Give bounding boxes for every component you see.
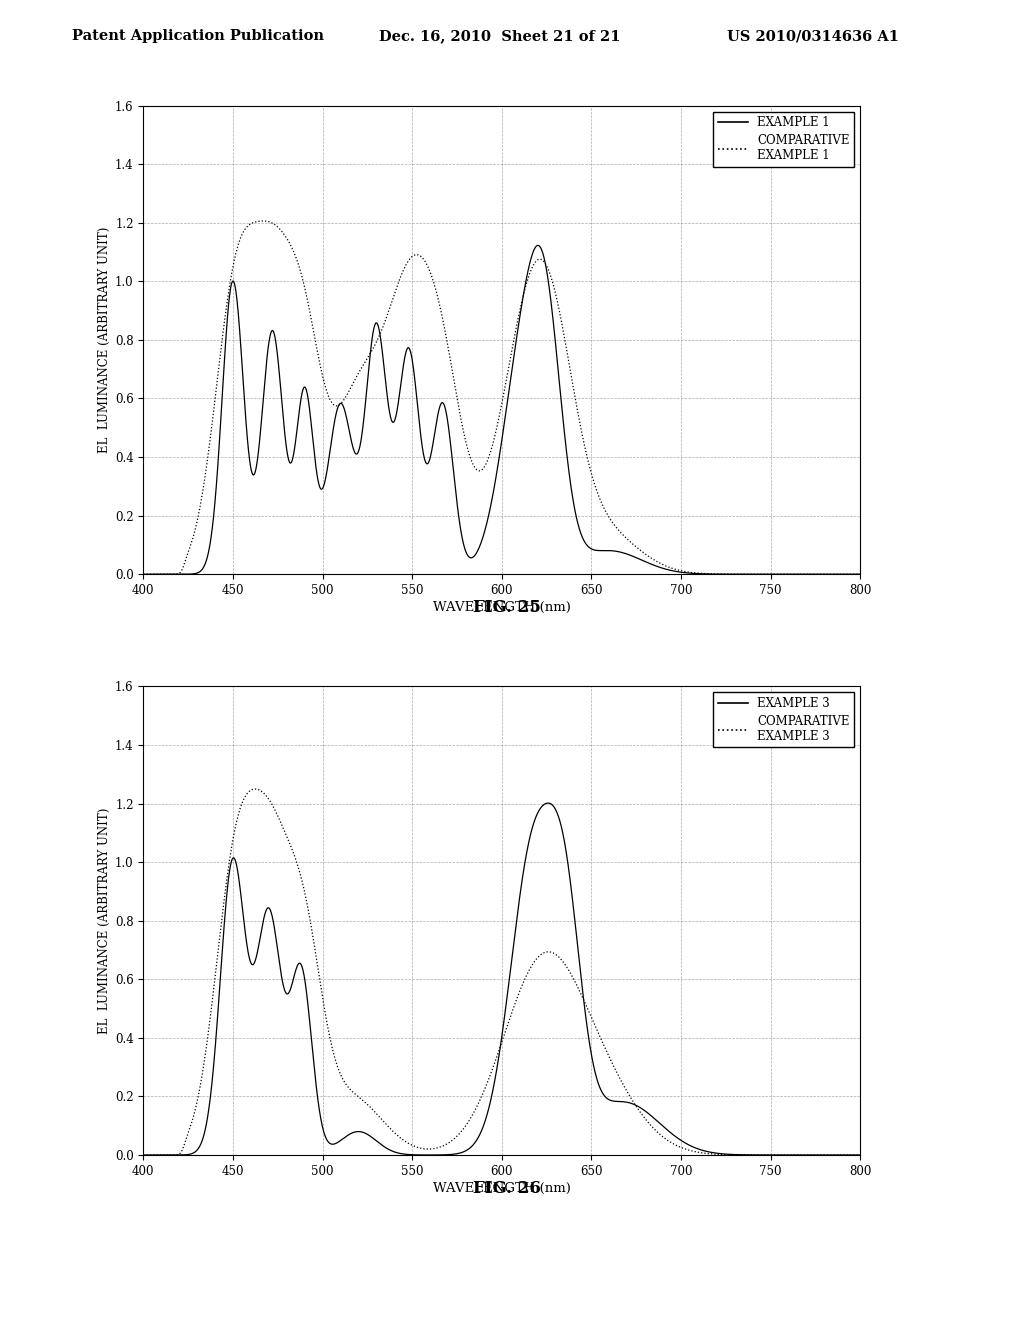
Text: Patent Application Publication: Patent Application Publication: [72, 29, 324, 44]
Text: Dec. 16, 2010  Sheet 21 of 21: Dec. 16, 2010 Sheet 21 of 21: [379, 29, 621, 44]
Text: US 2010/0314636 A1: US 2010/0314636 A1: [727, 29, 899, 44]
Text: FIG. 25: FIG. 25: [473, 599, 541, 616]
Legend: EXAMPLE 1, COMPARATIVE
EXAMPLE 1: EXAMPLE 1, COMPARATIVE EXAMPLE 1: [714, 111, 854, 166]
Legend: EXAMPLE 3, COMPARATIVE
EXAMPLE 3: EXAMPLE 3, COMPARATIVE EXAMPLE 3: [714, 692, 854, 747]
Text: FIG. 26: FIG. 26: [473, 1180, 541, 1197]
X-axis label: WAVELENGTH (nm): WAVELENGTH (nm): [433, 1181, 570, 1195]
X-axis label: WAVELENGTH (nm): WAVELENGTH (nm): [433, 601, 570, 614]
Y-axis label: EL  LUMINANCE (ARBITRARY UNIT): EL LUMINANCE (ARBITRARY UNIT): [97, 227, 111, 453]
Y-axis label: EL  LUMINANCE (ARBITRARY UNIT): EL LUMINANCE (ARBITRARY UNIT): [97, 808, 111, 1034]
